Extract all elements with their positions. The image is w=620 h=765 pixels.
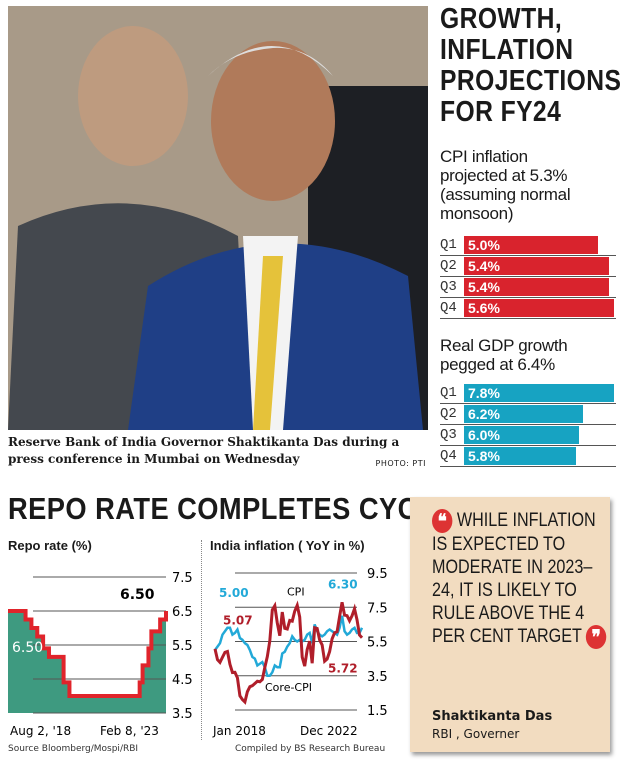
bar [464,426,579,444]
open-quote-icon: ❝ [432,509,453,533]
photo-governor [8,6,428,430]
bar-value-label: 5.8% [468,448,500,464]
core-cpi-line [213,615,364,677]
cpi-projection-title: CPI inflation projected at 5.3% (assumin… [440,147,571,223]
y-tick-label: 7.5 [367,601,388,616]
title-line: pegged at 6.4% [440,355,555,374]
photo-credit: PHOTO: PTI [375,459,426,468]
headline-line: FOR FY24 [440,96,562,128]
inflation-chart-title: India inflation ( YoY in %) [210,538,365,553]
title-line: CPI inflation [440,147,528,166]
cpi-line [213,600,364,705]
title-line: (assuming normal [440,185,571,204]
x-tick-label: Aug 2, '18 [10,724,71,738]
bar-row: Q4 5.6% [440,298,616,319]
quarter-label: Q2 [440,258,457,274]
bar [464,236,598,254]
photo-caption: Reserve Bank of India Governor Shaktikan… [8,435,400,466]
bar-value-label: 6.0% [468,427,500,443]
y-tick-label: 3.5 [367,670,388,685]
quarter-label: Q1 [440,237,457,253]
headline-line: GROWTH, [440,3,563,35]
x-tick-label: Jan 2018 [212,724,266,738]
close-quote-icon: ❞ [586,625,607,649]
cpi-series-label: CPI [287,585,305,598]
bar-row: Q1 5.0% [440,235,616,256]
quarter-label: Q3 [440,427,457,443]
x-tick-label: Dec 2022 [300,724,358,738]
title-line: monsoon) [440,204,514,223]
quote-text: WHILE INFLATION IS EXPECTED TO MODERATE … [432,510,596,648]
y-tick-label: 7.5 [172,571,193,586]
repo-area [8,611,166,713]
repo-rate-chart: 7.5 6.5 5.5 4.5 3.5 6.50 6.50 Aug 2, '18 Feb 8, … [8,571,193,738]
y-tick-label: 1.5 [367,704,388,719]
repo-line [8,609,168,698]
y-tick-label: 5.5 [367,636,388,651]
bar-value-label: 7.8% [468,385,500,401]
source-note: Source Bloomberg/Mospi/RBI [8,744,139,754]
y-tick-label: 3.5 [172,707,193,722]
bar-row: Q4 5.8% [440,446,616,467]
quarter-label: Q2 [440,406,457,422]
x-tick-label: Feb 8, '23 [100,724,159,738]
quote-author: Shaktikanta Das [432,709,553,724]
chart-divider [201,540,202,740]
y-tick-label: 9.5 [367,567,388,582]
headline-line: PROJECTIONS [440,65,620,97]
bar-row: Q2 6.2% [440,404,616,425]
y-tick-label: 4.5 [172,673,193,688]
y-tick-label: 5.5 [172,639,193,654]
photo-illustration [8,6,428,430]
inflation-chart: 9.5 7.5 5.5 3.5 1.5 5.00 5.07 6.30 5.72 CPI Core-C… [212,567,388,738]
compiled-note: Compiled by BS Research Bureau [235,744,386,754]
bar-row: Q2 5.4% [440,256,616,277]
quarter-label: Q4 [440,448,457,464]
bar [464,299,614,317]
core-cpi-series-label: Core-CPI [265,681,312,694]
headline-line: INFLATION [440,34,574,66]
title-line: projected at 5.3% [440,166,568,185]
quote-text-block: ❝ WHILE INFLATION IS EXPECTED TO MODERAT… [432,509,611,649]
quarter-label: Q3 [440,279,457,295]
bar-value-label: 5.0% [468,237,500,253]
bar-row: Q3 6.0% [440,425,616,446]
bar-value-label: 5.4% [468,258,500,274]
projections-headline: GROWTH, INFLATION PROJECTIONS FOR FY24 [440,4,620,128]
bar-value-label: 5.6% [468,300,500,316]
bar-value-label: 6.2% [468,406,500,422]
bar [464,278,609,296]
bar-row: Q1 7.8% [440,383,616,404]
quarter-label: Q1 [440,385,457,401]
bar [464,257,609,275]
bar [464,405,583,423]
title-line: Real GDP growth [440,336,568,355]
bar-value-label: 5.4% [468,279,500,295]
bar [464,447,576,465]
end-value-label: 6.50 [120,587,155,603]
bottom-heading: REPO RATE COMPLETES CYCLE [8,491,454,526]
core-start-label: 5.00 [219,586,249,600]
core-end-label: 6.30 [328,577,358,591]
bar [464,384,614,402]
y-tick-label: 6.5 [172,605,193,620]
quote-box: ❝ WHILE INFLATION IS EXPECTED TO MODERAT… [410,497,610,752]
repo-chart-title: Repo rate (%) [8,538,92,553]
bar-row: Q3 5.4% [440,277,616,298]
quarter-label: Q4 [440,300,457,316]
cpi-end-label: 5.72 [328,661,358,675]
gdp-projection-title: Real GDP growth pegged at 6.4% [440,336,568,374]
start-value-label: 6.50 [12,640,43,656]
cpi-start-label: 5.07 [223,613,253,627]
quote-author-role: RBI , Governer [432,727,520,741]
